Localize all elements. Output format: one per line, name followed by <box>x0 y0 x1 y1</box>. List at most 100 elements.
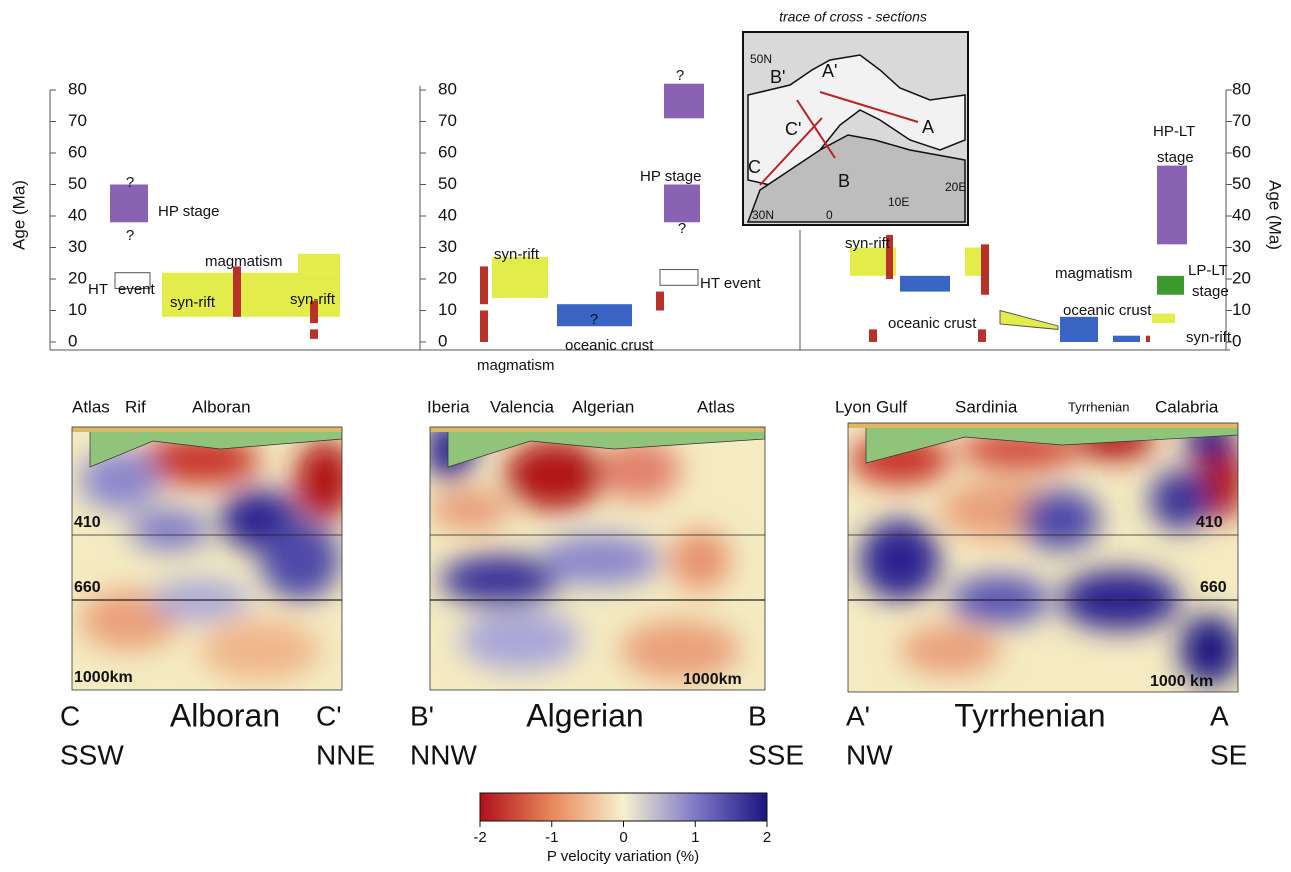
anomaly <box>260 520 340 600</box>
label: 20 <box>68 268 87 287</box>
label: 50 <box>438 174 457 193</box>
label: 40 <box>1232 205 1251 224</box>
label: 10 <box>438 300 457 319</box>
label: Algerian <box>572 397 634 416</box>
age-box <box>886 234 893 279</box>
label: syn-rift <box>494 246 540 263</box>
surface <box>430 427 765 432</box>
label: 1000 km <box>1150 673 1213 690</box>
africa <box>746 134 966 223</box>
label: 10E <box>888 195 909 209</box>
anomaly <box>430 490 510 530</box>
label: 20E <box>945 180 966 194</box>
anomaly <box>80 450 160 510</box>
y-axis-title: Age (Ma) <box>1266 180 1285 250</box>
age-box <box>1113 335 1140 342</box>
label: -1 <box>545 829 558 846</box>
label: Tyrrhenian <box>1068 399 1129 414</box>
tomography-panel <box>430 427 765 690</box>
label: HT <box>88 281 108 298</box>
anomaly <box>670 530 730 590</box>
label: 80 <box>1232 79 1251 98</box>
label: Iberia <box>427 397 470 416</box>
label: 0 <box>619 829 627 846</box>
age-box <box>1157 275 1184 295</box>
label: 50 <box>1232 174 1251 193</box>
section-trace <box>819 91 919 123</box>
label: 60 <box>1232 142 1251 161</box>
label: 2 <box>763 829 771 846</box>
label: Algerian <box>526 697 643 733</box>
age-box <box>656 291 664 311</box>
age-box <box>310 301 318 324</box>
label: Alboran <box>192 397 251 416</box>
label: magmatism <box>1055 265 1133 282</box>
label: A <box>1210 700 1229 731</box>
label: 40 <box>68 205 87 224</box>
anomaly <box>620 620 740 680</box>
label: ? <box>126 174 134 191</box>
label: stage <box>1157 149 1194 166</box>
label: Tyrrhenian <box>954 697 1105 733</box>
anomaly <box>440 555 560 605</box>
label: oceanic crust <box>888 315 977 332</box>
label: LP-LT <box>1188 262 1228 279</box>
label: 60 <box>68 142 87 161</box>
label: 0 <box>438 331 447 350</box>
label: 1000km <box>683 671 742 688</box>
colorbar <box>479 792 768 822</box>
age-box <box>978 329 986 342</box>
anomaly <box>600 440 680 500</box>
age-box <box>557 304 632 327</box>
age-box <box>900 275 950 292</box>
section-trace <box>796 99 836 159</box>
label: SSE <box>748 739 804 770</box>
label: C <box>60 700 80 731</box>
age-box <box>114 272 151 289</box>
label: Alboran <box>170 697 280 733</box>
tomography-panel <box>848 423 1238 692</box>
label: syn-rift <box>170 294 216 311</box>
age-box <box>1146 335 1150 342</box>
panel-frame <box>429 426 766 691</box>
label: Lyon Gulf <box>835 397 907 416</box>
label: 30N <box>752 208 774 222</box>
label: ? <box>676 67 684 84</box>
label: event <box>118 281 156 298</box>
label: -2 <box>473 829 486 846</box>
panel-frame <box>847 422 1239 693</box>
label: Atlas <box>72 397 110 416</box>
label: ? <box>126 227 134 244</box>
velocity-anomalies <box>430 427 740 680</box>
label: magmatism <box>477 357 555 374</box>
label: 30 <box>1232 237 1251 256</box>
label: B <box>838 171 850 191</box>
label: 410 <box>1196 514 1223 531</box>
age-wedge <box>999 309 1059 330</box>
age-box <box>1157 165 1187 245</box>
label: 50 <box>68 174 87 193</box>
anomaly <box>200 620 320 680</box>
age-box <box>1060 316 1098 342</box>
anomaly <box>1020 490 1100 550</box>
age-box <box>664 83 704 119</box>
label: Rif <box>125 397 146 416</box>
label: A' <box>846 700 870 731</box>
age-box <box>480 266 488 305</box>
label: HP stage <box>158 203 219 220</box>
age-box <box>664 184 700 223</box>
anomaly <box>295 440 342 520</box>
label: SE <box>1210 739 1247 770</box>
label: 70 <box>438 111 457 130</box>
age-box <box>492 256 548 298</box>
label: Calabria <box>1155 397 1219 416</box>
label: 20 <box>438 268 457 287</box>
label: C <box>748 157 761 177</box>
surface <box>848 423 1238 428</box>
label: 410 <box>74 514 101 531</box>
label: syn-rift <box>845 235 891 252</box>
section-trace <box>759 117 823 186</box>
crust <box>865 423 1238 464</box>
label: Sardinia <box>955 397 1018 416</box>
